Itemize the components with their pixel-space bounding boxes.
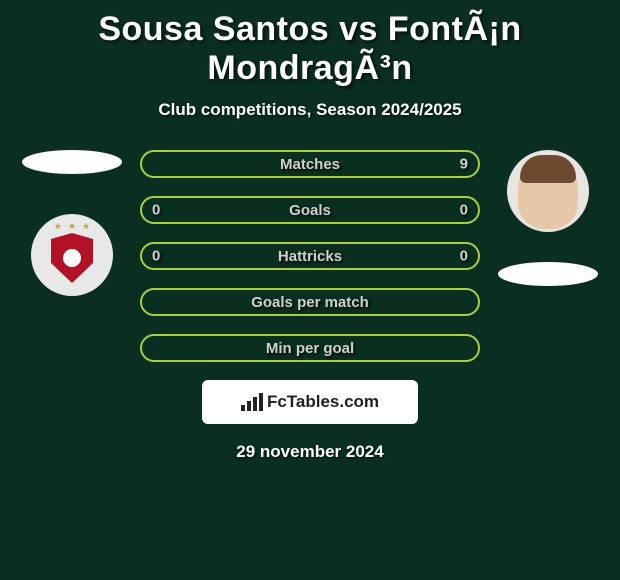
stat-left-value: 0 bbox=[152, 202, 160, 219]
stat-right-value: 9 bbox=[460, 156, 468, 173]
player-face-icon bbox=[518, 159, 578, 229]
left-club-logo: ★★★ bbox=[31, 214, 113, 296]
stat-label: Goals per match bbox=[251, 294, 369, 311]
page-subtitle: Club competitions, Season 2024/2025 bbox=[0, 100, 620, 120]
stat-row-goals: 0 Goals 0 bbox=[140, 196, 480, 224]
right-club-logo-placeholder bbox=[498, 262, 598, 286]
left-player-photo-placeholder bbox=[22, 150, 122, 174]
stat-label: Min per goal bbox=[266, 340, 354, 357]
stat-row-matches: Matches 9 bbox=[140, 150, 480, 178]
brand-box[interactable]: FcTables.com bbox=[202, 380, 418, 424]
stat-label: Goals bbox=[289, 202, 331, 219]
stat-row-hattricks: 0 Hattricks 0 bbox=[140, 242, 480, 270]
stat-left-value: 0 bbox=[152, 248, 160, 265]
comparison-widget: Sousa Santos vs FontÃ¡n MondragÃ³n Club … bbox=[0, 0, 620, 462]
right-player-photo bbox=[507, 150, 589, 232]
stat-row-min-per-goal: Min per goal bbox=[140, 334, 480, 362]
benfica-crest-icon: ★★★ bbox=[40, 223, 104, 287]
left-player-column: ★★★ bbox=[22, 150, 122, 296]
stat-label: Matches bbox=[280, 156, 340, 173]
brand-label: FcTables.com bbox=[267, 392, 379, 412]
stat-label: Hattricks bbox=[278, 248, 342, 265]
right-player-column bbox=[498, 150, 598, 286]
bar-chart-icon bbox=[241, 393, 263, 411]
stat-right-value: 0 bbox=[460, 248, 468, 265]
stat-right-value: 0 bbox=[460, 202, 468, 219]
page-title: Sousa Santos vs FontÃ¡n MondragÃ³n bbox=[0, 10, 620, 88]
stats-column: Matches 9 0 Goals 0 0 Hattricks 0 Goals … bbox=[140, 150, 480, 362]
main-row: ★★★ Matches 9 0 Goals 0 0 Hattricks 0 bbox=[0, 150, 620, 362]
stat-row-goals-per-match: Goals per match bbox=[140, 288, 480, 316]
date-label: 29 november 2024 bbox=[0, 442, 620, 462]
